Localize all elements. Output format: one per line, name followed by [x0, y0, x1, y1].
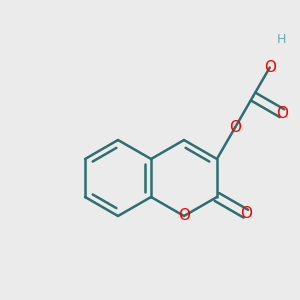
Text: O: O: [276, 106, 288, 121]
Text: O: O: [264, 60, 276, 75]
Text: O: O: [229, 120, 241, 135]
Text: H: H: [276, 33, 286, 46]
Text: O: O: [240, 206, 252, 221]
Text: O: O: [178, 208, 190, 224]
